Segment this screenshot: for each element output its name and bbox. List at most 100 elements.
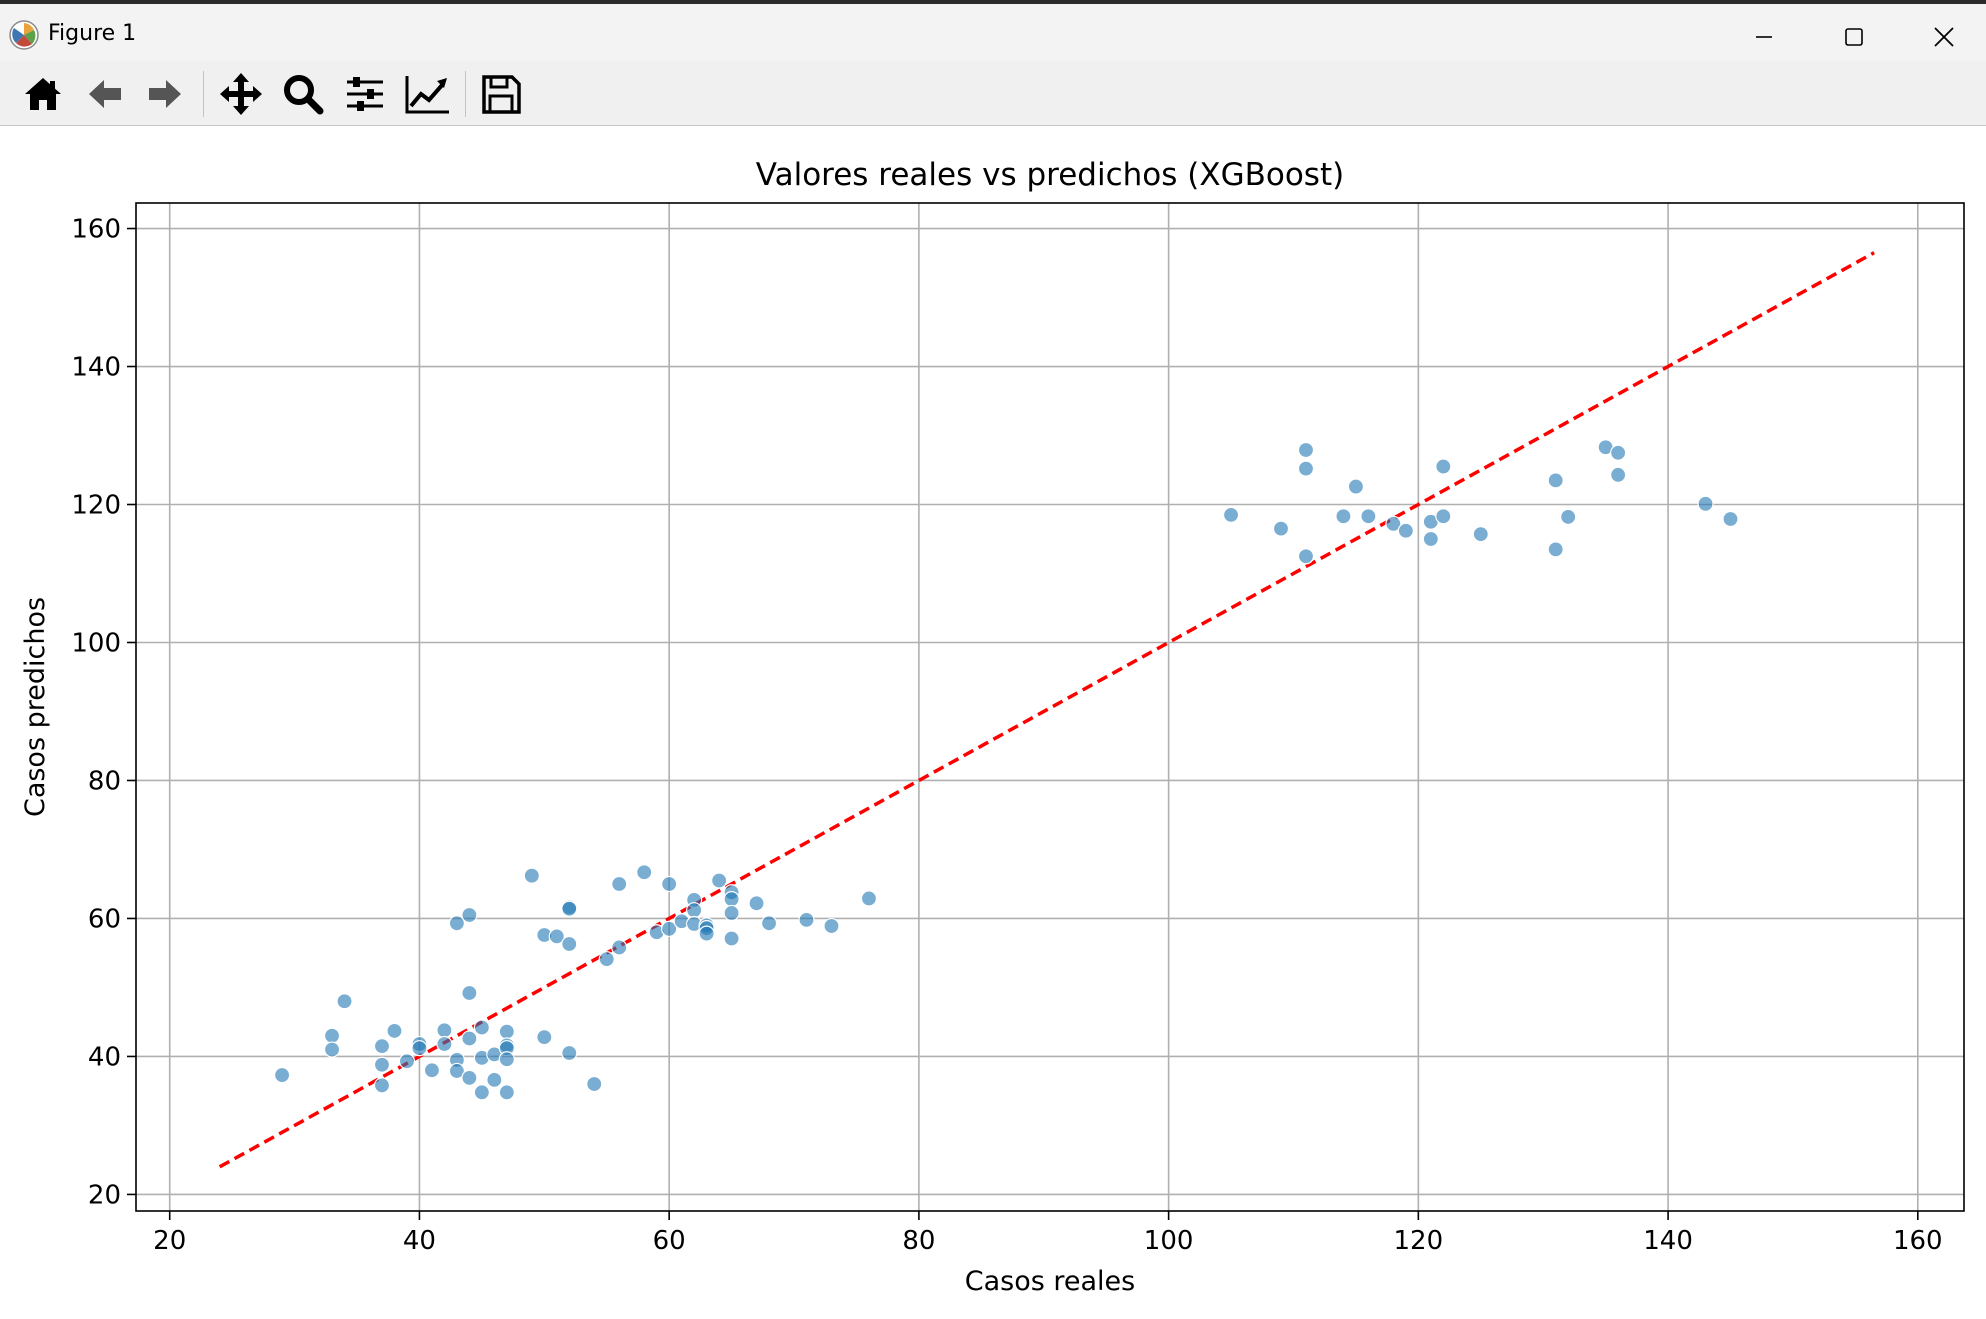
data-point (1347, 478, 1365, 495)
y-tick-label: 40 (88, 1042, 121, 1072)
data-point (398, 1053, 416, 1070)
data-point (436, 1022, 453, 1039)
y-tick-label: 20 (88, 1180, 121, 1210)
data-point (448, 915, 465, 932)
data-point (323, 1027, 341, 1044)
save-disk-icon (482, 75, 521, 114)
data-point (561, 935, 578, 953)
back-button[interactable] (80, 69, 130, 119)
data-point (661, 920, 678, 937)
data-point (436, 1035, 453, 1053)
data-point (561, 900, 578, 917)
scatter-chart: 20 40 60 80 100 120 140 160 20 40 60 80 100 120 140 160… (20, 157, 1965, 1297)
y-tick-label: 80 (88, 766, 121, 796)
data-point (1422, 530, 1439, 548)
data-point (336, 993, 353, 1010)
data-point (498, 1084, 515, 1101)
maximize-button[interactable] (1810, 8, 1898, 65)
data-point (611, 875, 628, 893)
home-button[interactable] (18, 69, 68, 119)
data-point (498, 1023, 515, 1040)
data-point (423, 1062, 441, 1079)
data-point (723, 904, 740, 922)
toolbar-separator (203, 71, 204, 117)
x-axis-label: Casos reales (965, 1266, 1135, 1297)
pan-button[interactable] (216, 69, 266, 119)
data-point (1560, 508, 1577, 526)
data-point (661, 875, 678, 893)
data-point (1722, 510, 1739, 528)
axes-frame (135, 202, 1965, 1212)
data-point (273, 1066, 291, 1084)
data-point (373, 1056, 391, 1073)
y-tick-label: 100 (71, 628, 121, 658)
y-tick-label: 140 (71, 353, 121, 383)
data-point (1547, 472, 1564, 489)
minimize-button[interactable] (1720, 8, 1808, 65)
data-point (1610, 466, 1627, 483)
data-point (748, 895, 765, 912)
data-point (860, 890, 878, 907)
data-point (686, 902, 703, 919)
reference-line-layer (218, 251, 1875, 1169)
pan-move-icon (220, 73, 262, 115)
data-point (1397, 522, 1414, 539)
data-point (486, 1071, 503, 1089)
y-tick-label: 60 (88, 904, 121, 934)
data-point (448, 1062, 465, 1080)
data-points (273, 439, 1739, 1101)
data-point (461, 1069, 478, 1086)
x-tick-label: 80 (902, 1226, 935, 1256)
data-point (598, 951, 615, 968)
forward-button[interactable] (140, 69, 190, 119)
data-point (1297, 441, 1315, 459)
save-button[interactable] (476, 69, 526, 119)
data-point (461, 906, 478, 924)
data-point (373, 1038, 391, 1055)
data-point (1435, 508, 1452, 525)
data-point (536, 1029, 553, 1046)
figure-canvas[interactable]: 20 40 60 80 100 120 140 160 20 40 60 80 100 120 140 160… (0, 126, 1986, 1315)
chart-title: Valores reales vs predichos (XGBoost) (756, 157, 1344, 193)
data-point (386, 1022, 403, 1040)
x-tick-label: 140 (1643, 1226, 1693, 1256)
data-point (711, 872, 728, 889)
data-point (823, 917, 840, 935)
customize-button[interactable] (402, 69, 452, 119)
data-point (561, 1044, 578, 1062)
data-point (411, 1040, 428, 1057)
data-point (1472, 526, 1489, 543)
data-point (548, 928, 565, 945)
data-point (723, 930, 740, 947)
x-tick-label: 100 (1144, 1226, 1194, 1256)
data-point (1435, 458, 1452, 475)
forward-arrow-icon (149, 80, 181, 108)
y-tick-label: 120 (71, 491, 121, 521)
toolbar-separator (465, 71, 466, 117)
data-point (611, 939, 628, 956)
data-point (373, 1077, 391, 1094)
data-point (1360, 508, 1377, 525)
back-arrow-icon (89, 80, 121, 108)
y-tick-label: 160 (71, 215, 121, 245)
y-axis-label: Casos predichos (20, 597, 51, 817)
data-point (636, 864, 653, 881)
data-point (1222, 506, 1240, 523)
window-titlebar[interactable]: Figure 1 (0, 4, 1986, 61)
data-point (473, 1019, 490, 1036)
x-tick-label: 120 (1394, 1226, 1444, 1256)
configure-subplots-icon (347, 77, 383, 111)
data-point (798, 911, 815, 928)
data-point (1610, 444, 1627, 461)
data-point (498, 1051, 515, 1068)
x-tick-label: 20 (153, 1226, 186, 1256)
data-point (1297, 548, 1315, 565)
data-point (586, 1075, 603, 1093)
subplots-button[interactable] (340, 69, 390, 119)
close-button[interactable] (1900, 8, 1986, 65)
zoom-magnifier-icon (284, 75, 324, 115)
zoom-button[interactable] (278, 69, 328, 119)
window-title: Figure 1 (48, 21, 137, 46)
data-point (1697, 495, 1714, 512)
data-point (461, 984, 478, 1002)
